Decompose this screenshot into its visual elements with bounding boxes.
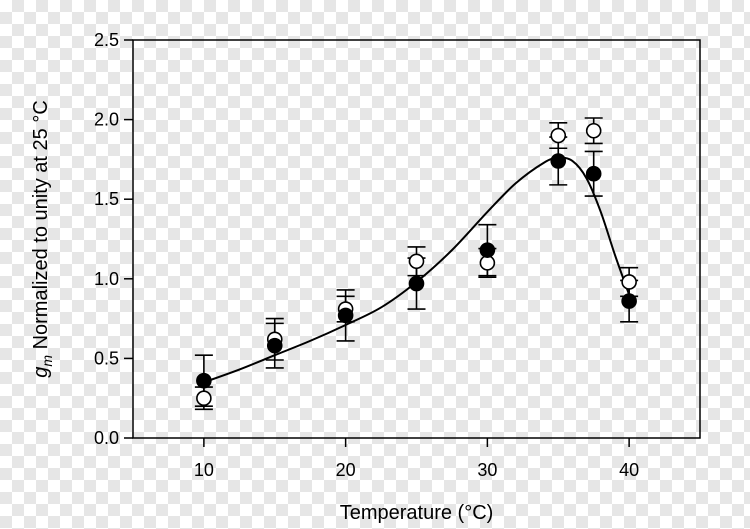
x-axis-label: Temperature (°C) xyxy=(340,502,494,524)
data-point-open xyxy=(621,274,637,290)
y-tick-label: 0.5 xyxy=(94,348,119,368)
y-tick-label: 1.0 xyxy=(94,269,119,289)
y-tick-label: 1.5 xyxy=(94,189,119,209)
y-tick-label: 2.5 xyxy=(94,30,119,50)
plot-area-frame xyxy=(132,39,701,439)
ticks-layer: 0.0 0.5 1.0 1.5 2.0 2.5 10 20 30 40 xyxy=(94,30,639,480)
fit-curve-layer xyxy=(203,156,631,384)
data-point-open xyxy=(196,390,212,407)
data-point-filled xyxy=(408,275,425,292)
data-point-open xyxy=(585,122,602,139)
data-point-open xyxy=(550,127,567,144)
fit-curve xyxy=(203,156,631,384)
x-tick-label: 30 xyxy=(477,460,497,480)
x-tick-label: 20 xyxy=(336,460,356,480)
y-axis-label-text: Normalized to unity at 25 °C xyxy=(30,100,52,355)
points-layer xyxy=(196,122,637,407)
data-point-filled xyxy=(621,293,637,309)
y-axis-label-symbol: g xyxy=(30,367,52,378)
data-point-open xyxy=(408,253,425,270)
y-tick-label: 2.0 xyxy=(94,110,119,130)
y-axis-label: gm Normalized to unity at 25 °C xyxy=(30,100,55,378)
x-tick-label: 40 xyxy=(619,460,639,480)
data-point-open xyxy=(479,255,496,271)
x-tick-label: 10 xyxy=(194,460,214,480)
data-point-filled xyxy=(266,337,283,354)
data-point-filled xyxy=(479,242,496,258)
data-point-filled xyxy=(196,372,212,389)
data-point-filled xyxy=(585,165,602,182)
y-tick-label: 0.0 xyxy=(94,428,119,448)
data-point-filled xyxy=(550,153,567,169)
data-point-filled xyxy=(337,307,354,324)
y-axis-label-subscript: m xyxy=(39,355,55,367)
